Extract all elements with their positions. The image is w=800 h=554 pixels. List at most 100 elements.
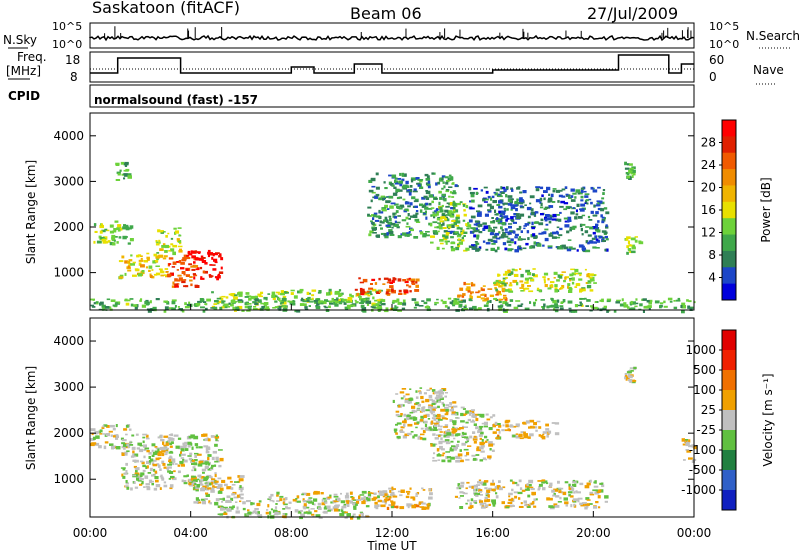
- power-cell: [539, 199, 543, 202]
- velocity-cell: [121, 473, 124, 477]
- velocity-cell: [125, 433, 128, 436]
- velocity-cell: [461, 442, 466, 446]
- velocity-cell: [626, 371, 632, 374]
- velocity-cell: [586, 499, 591, 501]
- power-cell: [465, 205, 469, 209]
- power-cell: [443, 230, 448, 233]
- velocity-cell: [257, 511, 260, 515]
- power-cell: [132, 261, 136, 264]
- power-cell: [463, 235, 466, 237]
- power-cell: [169, 273, 174, 276]
- velocity-cell: [421, 487, 424, 490]
- power-cell: [347, 297, 353, 300]
- velocity-cell: [121, 452, 125, 456]
- velocity-cell: [121, 439, 127, 442]
- power-cell: [246, 303, 252, 305]
- velocity-cell: [391, 501, 396, 505]
- velocity-cell: [352, 502, 356, 506]
- power-cell: [425, 202, 429, 206]
- velocity-cell: [548, 505, 554, 508]
- power-cell: [572, 207, 575, 209]
- power-cell: [378, 211, 384, 214]
- power-cell: [453, 222, 457, 225]
- velocity-cell: [91, 432, 94, 436]
- velocity-cell: [145, 434, 149, 438]
- power-cell: [546, 305, 551, 308]
- power-cell: [599, 299, 603, 302]
- power-cell: [315, 306, 321, 310]
- power-cell: [290, 289, 295, 292]
- velocity-cell: [512, 434, 516, 438]
- power-cell: [221, 306, 225, 309]
- power-cell: [633, 172, 636, 176]
- velocity-cell: [425, 428, 430, 431]
- power-cell: [585, 249, 591, 253]
- power-cell: [497, 193, 501, 197]
- power-cell: [594, 301, 598, 303]
- velocity-cell: [541, 481, 546, 484]
- power-cell: [556, 236, 561, 239]
- velocity-cell: [174, 463, 178, 465]
- velocity-cell: [479, 502, 485, 506]
- velocity-cell: [320, 492, 324, 495]
- power-cell: [141, 304, 146, 308]
- velocity-cell: [452, 422, 457, 425]
- power-cell: [573, 309, 578, 313]
- velocity-cell: [142, 469, 146, 472]
- power-cell: [413, 200, 419, 203]
- freq-tick-bottom: 8: [70, 70, 78, 84]
- power-cell: [589, 226, 594, 230]
- velocity-cell: [589, 493, 595, 496]
- velocity-cell: [206, 446, 211, 450]
- velocity-cell: [169, 450, 173, 454]
- power-cell: [123, 224, 126, 227]
- velocity-cell: [184, 441, 188, 445]
- velocity-cell: [300, 514, 305, 517]
- velocity-cell: [204, 482, 208, 485]
- power-cell: [155, 255, 159, 259]
- velocity-cell: [205, 481, 210, 485]
- nsky-frame: [89, 22, 695, 49]
- power-cell: [498, 300, 502, 304]
- power-cell: [378, 197, 382, 201]
- velocity-cell: [458, 486, 462, 490]
- power-cell: [178, 234, 182, 237]
- power-cell: [237, 305, 243, 309]
- velocity-cell: [460, 420, 465, 423]
- velocity-cell: [165, 441, 169, 443]
- velocity-cell: [183, 475, 188, 478]
- velocity-cell: [134, 453, 139, 457]
- velocity-cell: [313, 490, 318, 493]
- power-cell: [410, 215, 414, 218]
- velocity-cell: [440, 437, 443, 441]
- power-cell: [358, 296, 362, 298]
- velocity-cell: [237, 475, 241, 478]
- power-cell: [527, 272, 532, 276]
- velocity-cell: [439, 445, 443, 450]
- power-cell: [410, 278, 416, 282]
- velocity-cell: [471, 454, 476, 457]
- power-cell: [214, 260, 217, 263]
- power-cell: [502, 222, 506, 226]
- velocity-cell: [514, 481, 518, 485]
- power-cell: [507, 273, 512, 276]
- power-cell: [507, 198, 513, 202]
- velocity-cell: [226, 508, 232, 511]
- power-cell: [267, 293, 271, 295]
- power-cell: [625, 238, 629, 241]
- velocity-cell: [426, 504, 430, 509]
- power-cell: [190, 250, 196, 254]
- velocity-cell: [685, 449, 690, 451]
- power-cell: [503, 207, 506, 210]
- velocity-cell: [198, 460, 204, 464]
- power-cell: [425, 190, 431, 195]
- velocity-cell: [589, 479, 592, 483]
- power-cell: [113, 239, 116, 242]
- velocity-cell: [163, 445, 168, 448]
- velocity-cell: [472, 437, 478, 441]
- velocity-cell: [254, 508, 259, 511]
- power-cell: [434, 301, 439, 304]
- power-cell: [248, 297, 252, 301]
- power-cell: [121, 173, 125, 176]
